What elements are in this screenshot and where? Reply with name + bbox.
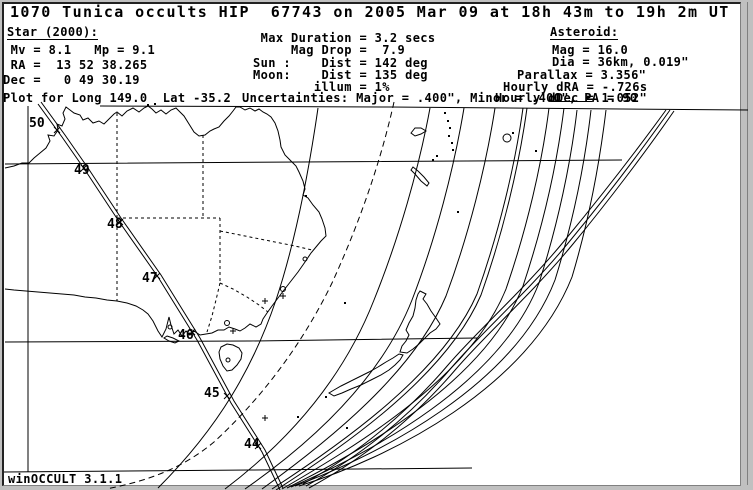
asteroid-diameter: Dia = 36km, 0.019" [552, 55, 689, 69]
latitude-line-bottom [3, 467, 473, 473]
island-dot [444, 112, 446, 114]
minute-tick [116, 218, 124, 226]
star-ra: RA = 13 52 38.265 [3, 58, 148, 72]
kangaroo-island-coastline [163, 335, 181, 344]
moon-illumination: illum = 1% [253, 80, 390, 94]
mag-drop: Mag Drop = 7.9 [253, 43, 406, 57]
minute-label: 44 [244, 437, 260, 452]
star-section-header: Star (2000): [7, 25, 99, 40]
minute-tick [53, 126, 61, 134]
border-nsw-vic [219, 282, 269, 313]
plot-location-line: Plot for Long 149.0 Lat -35.2 [3, 91, 232, 105]
altitude-arc [244, 107, 465, 490]
altitude-arc-dashed [105, 101, 395, 490]
altitude-arc [275, 107, 528, 490]
island-dot [447, 120, 449, 122]
city-marker [502, 133, 512, 143]
minute-label: 45 [204, 386, 220, 401]
star-dec: Dec = 0 49 30.19 [3, 73, 140, 87]
border-qld-nsw [219, 230, 313, 251]
star-magnitudes: Mv = 8.1 Mp = 9.1 [3, 43, 156, 57]
minute-label: 49 [74, 163, 90, 178]
island-dot [325, 396, 327, 398]
nz-north-island-coastline [399, 290, 441, 354]
altitude-arc [294, 109, 592, 487]
city-marker [280, 286, 286, 292]
latitude-line-mid [4, 159, 623, 165]
nz-south-island-coastline [328, 353, 404, 397]
asteroid-mag: Mag = 16.0 [552, 43, 629, 57]
site-cross-marker [230, 328, 236, 334]
island-dot [512, 132, 514, 134]
event-title: 1070 Tunica occults HIP 67743 on 2005 Ma… [10, 3, 730, 21]
australia-coastline [4, 105, 327, 338]
asteroid-section-header: Asteroid: [550, 25, 619, 40]
tasmania-coastline [218, 343, 243, 372]
minute-tick [223, 392, 231, 400]
window-frame [2, 2, 741, 486]
altitude-arc [286, 107, 565, 489]
minute-tick [254, 442, 262, 450]
site-cross-marker [280, 293, 286, 299]
earth-limb-arc [305, 109, 671, 487]
altitude-arc [271, 107, 524, 490]
altitude-arc [261, 107, 496, 490]
max-duration: Max Duration = 3.2 secs [253, 31, 436, 45]
island-dot [448, 135, 450, 137]
overlap-underline-artifact [551, 101, 592, 102]
island-dot [297, 416, 299, 418]
moon-distance: Moon: Dist = 135 deg [253, 68, 428, 82]
island-dot [535, 150, 537, 152]
altitude-arc [281, 107, 550, 490]
island-dot [432, 159, 434, 161]
asteroid-parallax: Parallax = 3.356" [517, 68, 647, 82]
credit-label: winOCCULT 3.1.1 [8, 472, 122, 486]
new-caledonia-coastline [410, 166, 430, 187]
minute-tick [153, 272, 161, 280]
latitude-line-north [99, 105, 749, 111]
minute-label: 48 [107, 217, 123, 232]
asteroid-hourly-dra: Hourly dRA = -.726s [503, 80, 648, 94]
city-marker [224, 320, 230, 326]
minute-label: 47 [142, 271, 158, 286]
island-dot [451, 142, 453, 144]
island-dot [436, 155, 438, 157]
altitude-arc [290, 109, 578, 488]
city-marker [167, 324, 173, 330]
island-dot [305, 195, 307, 197]
window-right-bevel [747, 2, 748, 485]
asteroid-hourly-ddec: Hourly dDec = 1.052" [495, 91, 648, 105]
island-dot [344, 302, 346, 304]
site-cross-marker [262, 298, 268, 304]
occultation-path-north-edge [40, 101, 284, 489]
island-dot [457, 211, 459, 213]
latitude-line-south [4, 337, 478, 343]
border-sa-vic [206, 282, 221, 333]
island-dot [449, 127, 451, 129]
island-dot [154, 103, 156, 105]
island-dot [452, 149, 454, 151]
city-marker [225, 357, 231, 363]
minute-tick [80, 164, 88, 172]
island-dot [147, 104, 149, 106]
city-marker [302, 256, 308, 262]
altitude-arc [157, 107, 319, 489]
altitude-arc [224, 107, 431, 490]
earth-limb-arc [308, 110, 675, 489]
minute-label: 50 [29, 116, 45, 131]
island-dot [346, 427, 348, 429]
sun-distance: Sun : Dist = 142 deg [253, 56, 428, 70]
minute-label: 46 [178, 328, 194, 343]
site-cross-marker [262, 415, 268, 421]
altitude-arc [298, 109, 607, 487]
vanuatu-island-coastline [410, 127, 427, 137]
minute-tick [188, 328, 196, 336]
earth-limb-arc [302, 109, 667, 485]
